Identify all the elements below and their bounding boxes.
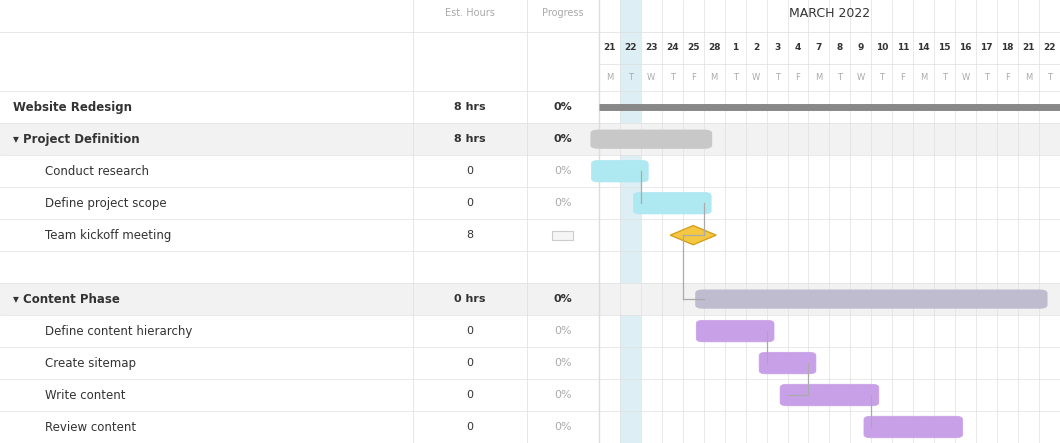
- Text: 0%: 0%: [553, 134, 572, 144]
- Text: Conduct research: Conduct research: [45, 165, 148, 178]
- Text: 0%: 0%: [553, 102, 572, 112]
- FancyBboxPatch shape: [759, 352, 816, 374]
- FancyBboxPatch shape: [780, 384, 879, 406]
- Text: Progress: Progress: [542, 8, 584, 19]
- Text: 22: 22: [624, 43, 637, 52]
- Text: 0%: 0%: [554, 198, 571, 208]
- Text: Define content hierarchy: Define content hierarchy: [45, 325, 192, 338]
- Text: F: F: [1005, 73, 1010, 82]
- Text: T: T: [628, 73, 633, 82]
- Text: ▾ Content Phase: ▾ Content Phase: [13, 293, 120, 306]
- Text: T: T: [775, 73, 779, 82]
- Text: 8: 8: [836, 43, 843, 52]
- Text: T: T: [732, 73, 738, 82]
- Text: 8 hrs: 8 hrs: [455, 134, 485, 144]
- Text: T: T: [984, 73, 989, 82]
- Text: 0%: 0%: [554, 358, 571, 368]
- FancyBboxPatch shape: [864, 416, 962, 438]
- Polygon shape: [670, 225, 717, 245]
- Text: 23: 23: [646, 43, 657, 52]
- Text: Review content: Review content: [45, 420, 136, 434]
- Text: 0: 0: [466, 166, 474, 176]
- Text: M: M: [710, 73, 718, 82]
- Bar: [0, 283, 1060, 315]
- Text: F: F: [900, 73, 905, 82]
- Text: 0: 0: [466, 422, 474, 432]
- Text: 0: 0: [466, 326, 474, 336]
- Text: F: F: [796, 73, 800, 82]
- Text: 0%: 0%: [554, 422, 571, 432]
- Text: 24: 24: [666, 43, 678, 52]
- Text: Write content: Write content: [45, 389, 125, 401]
- Text: 17: 17: [980, 43, 993, 52]
- Text: M: M: [1025, 73, 1032, 82]
- Text: 25: 25: [687, 43, 700, 52]
- Text: 18: 18: [1002, 43, 1013, 52]
- Text: 0: 0: [466, 358, 474, 368]
- Text: Est. Hours: Est. Hours: [445, 8, 495, 19]
- Text: W: W: [856, 73, 865, 82]
- Text: T: T: [942, 73, 948, 82]
- Text: T: T: [837, 73, 843, 82]
- Text: 28: 28: [708, 43, 721, 52]
- Text: M: M: [605, 73, 613, 82]
- Text: 10: 10: [876, 43, 888, 52]
- Text: 21: 21: [603, 43, 616, 52]
- Text: ▾ Project Definition: ▾ Project Definition: [13, 133, 139, 146]
- Text: W: W: [648, 73, 655, 82]
- Text: 0%: 0%: [554, 166, 571, 176]
- FancyBboxPatch shape: [695, 289, 1047, 309]
- Text: 2: 2: [753, 43, 759, 52]
- FancyBboxPatch shape: [696, 320, 774, 342]
- Text: 22: 22: [1043, 43, 1056, 52]
- Text: W: W: [752, 73, 760, 82]
- Text: 0%: 0%: [554, 390, 571, 400]
- Text: M: M: [815, 73, 823, 82]
- Text: 0%: 0%: [554, 326, 571, 336]
- FancyBboxPatch shape: [634, 192, 711, 214]
- Text: 0%: 0%: [553, 294, 572, 304]
- Text: Define project scope: Define project scope: [45, 197, 166, 210]
- Text: 7: 7: [816, 43, 823, 52]
- Bar: [620, 0, 641, 443]
- Text: 15: 15: [938, 43, 951, 52]
- FancyBboxPatch shape: [590, 130, 712, 149]
- Text: 11: 11: [897, 43, 909, 52]
- Text: 0: 0: [466, 198, 474, 208]
- Text: T: T: [880, 73, 884, 82]
- Text: Website Redesign: Website Redesign: [13, 101, 131, 114]
- Text: M: M: [920, 73, 928, 82]
- Text: W: W: [961, 73, 970, 82]
- Text: 0 hrs: 0 hrs: [455, 294, 485, 304]
- Text: 16: 16: [959, 43, 972, 52]
- Text: 3: 3: [774, 43, 780, 52]
- Text: 21: 21: [1022, 43, 1035, 52]
- Text: T: T: [670, 73, 675, 82]
- Text: F: F: [691, 73, 695, 82]
- FancyBboxPatch shape: [591, 160, 649, 182]
- Text: 1: 1: [732, 43, 738, 52]
- Text: Team kickoff meeting: Team kickoff meeting: [45, 229, 171, 241]
- Text: 9: 9: [858, 43, 864, 52]
- Text: MARCH 2022: MARCH 2022: [789, 7, 870, 20]
- Text: T: T: [1047, 73, 1052, 82]
- Text: 8: 8: [466, 230, 474, 240]
- FancyBboxPatch shape: [552, 231, 573, 240]
- Bar: [0, 123, 1060, 155]
- Text: Create sitemap: Create sitemap: [45, 357, 136, 369]
- Text: 8 hrs: 8 hrs: [455, 102, 485, 112]
- Text: 0: 0: [466, 390, 474, 400]
- Text: 14: 14: [918, 43, 930, 52]
- Text: 4: 4: [795, 43, 801, 52]
